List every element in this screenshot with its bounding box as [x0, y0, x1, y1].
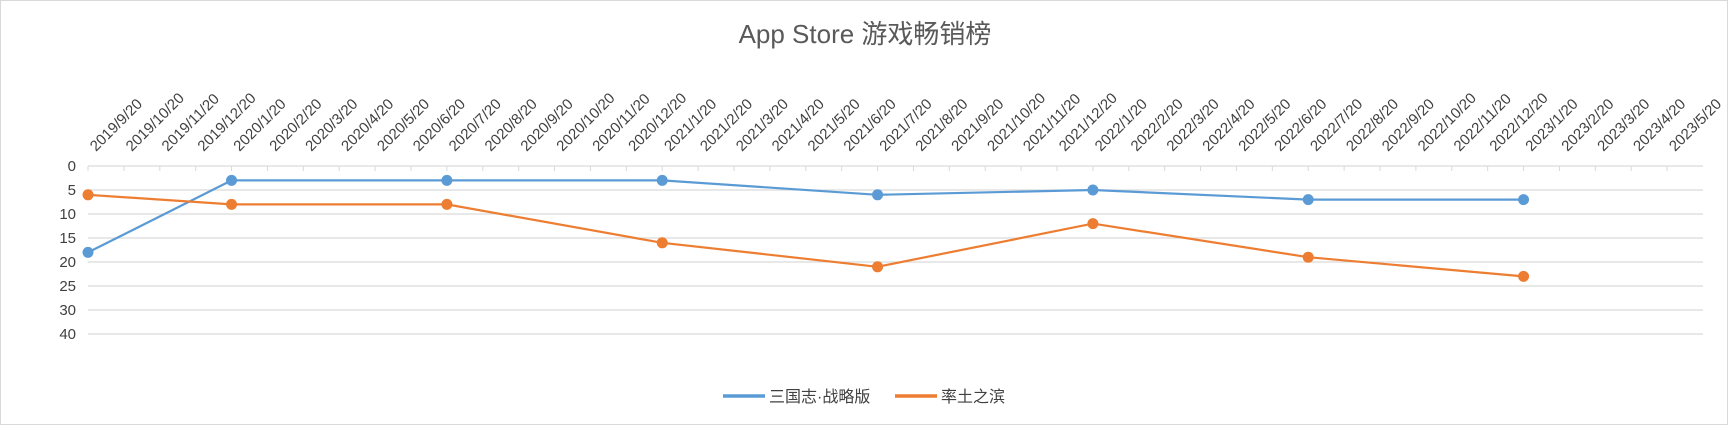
y-tick-label: 5: [68, 182, 76, 199]
y-tick-label: 25: [59, 278, 76, 295]
data-point: [441, 198, 453, 210]
legend-label: 三国志·战略版: [769, 388, 870, 406]
data-point: [656, 174, 668, 186]
x-axis-tick-labels: 2019/9/202019/10/202019/11/202019/12/202…: [87, 90, 1725, 155]
series-lines: [82, 174, 1530, 282]
series-line: [87, 179, 1524, 254]
grid-lines: [87, 165, 1703, 335]
data-point: [441, 174, 453, 186]
data-point: [1518, 270, 1530, 282]
y-axis-tick-labels: 0 5 10 15 20 25 30 40: [59, 158, 76, 343]
data-point: [1087, 184, 1099, 196]
data-point: [82, 189, 94, 201]
data-point: [872, 189, 884, 201]
data-point: [872, 261, 884, 273]
y-tick-label: 0: [68, 158, 76, 175]
y-tick-label: 20: [59, 254, 76, 271]
data-point: [1302, 251, 1314, 263]
y-tick-label: 30: [59, 302, 76, 319]
legend: 三国志·战略版 率土之滨: [723, 388, 1005, 406]
data-point: [226, 198, 238, 210]
data-point: [226, 174, 238, 186]
series-line: [87, 193, 1524, 278]
data-point: [656, 237, 668, 249]
y-tick-label: 10: [59, 206, 76, 223]
y-tick-label: 15: [59, 230, 76, 247]
chart-title: App Store 游戏畅销榜: [739, 19, 992, 49]
data-point: [82, 246, 94, 258]
y-tick-label: 40: [59, 326, 76, 343]
data-point: [1518, 194, 1530, 206]
data-point: [1087, 218, 1099, 230]
data-point: [1302, 194, 1314, 206]
legend-label: 率土之滨: [941, 388, 1005, 406]
